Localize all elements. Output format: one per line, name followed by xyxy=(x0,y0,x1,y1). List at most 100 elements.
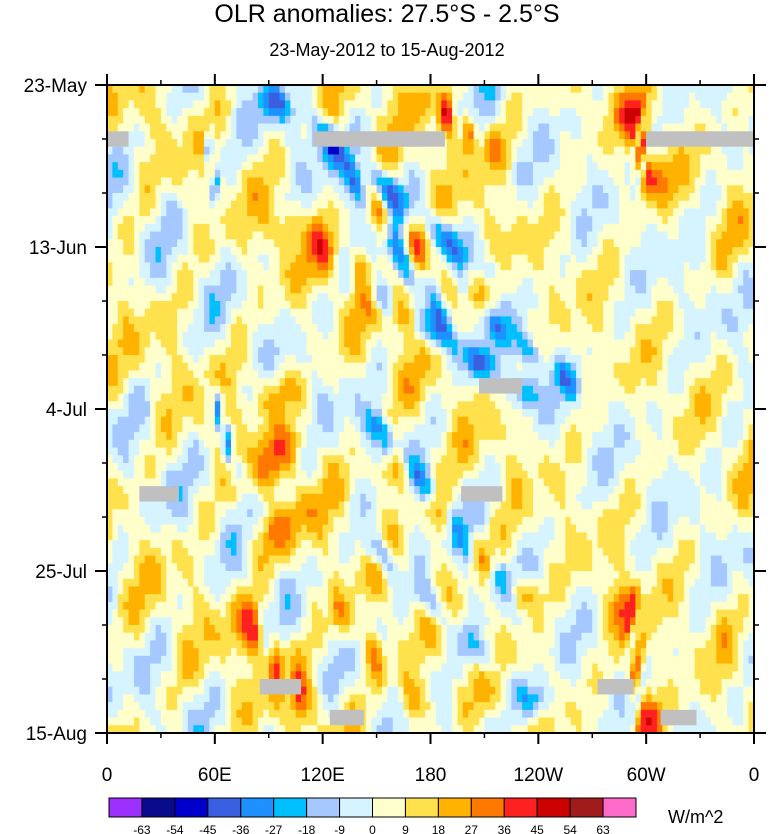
anomaly-cell xyxy=(392,193,399,202)
anomaly-cell xyxy=(527,146,534,156)
anomaly-cell xyxy=(549,378,556,387)
anomaly-cell xyxy=(241,285,248,294)
anomaly-cell xyxy=(177,331,184,341)
anomaly-cell xyxy=(516,347,523,356)
anomaly-cell xyxy=(619,200,626,210)
anomaly-cell xyxy=(311,355,318,364)
anomaly-cell xyxy=(592,100,599,109)
anomaly-cell xyxy=(559,362,566,372)
anomaly-cell xyxy=(371,277,378,287)
anomaly-cell xyxy=(473,231,480,240)
anomaly-cell xyxy=(651,200,658,210)
anomaly-cell xyxy=(252,247,259,256)
anomaly-cell xyxy=(446,301,453,310)
anomaly-cell xyxy=(268,277,275,287)
anomaly-cell xyxy=(117,308,124,318)
anomaly-cell xyxy=(532,115,539,125)
anomaly-cell xyxy=(565,316,572,325)
anomaly-cell xyxy=(694,247,701,256)
anomaly-cell xyxy=(274,146,281,156)
anomaly-cell xyxy=(640,285,647,294)
anomaly-cell xyxy=(257,216,264,225)
anomaly-cell xyxy=(543,216,550,225)
anomaly-cell xyxy=(468,169,475,179)
anomaly-cell xyxy=(651,92,658,102)
anomaly-cell xyxy=(187,123,194,132)
anomaly-cell xyxy=(107,347,113,356)
anomaly-cell xyxy=(133,270,140,279)
anomaly-cell xyxy=(274,393,281,402)
anomaly-cell xyxy=(387,339,394,348)
anomaly-cell xyxy=(576,331,583,341)
anomaly-cell xyxy=(349,331,356,341)
anomaly-cell xyxy=(419,293,426,302)
anomaly-cell xyxy=(721,223,728,233)
anomaly-cell xyxy=(737,378,744,387)
anomaly-cell xyxy=(554,223,561,233)
anomaly-cell xyxy=(414,385,421,395)
anomaly-cell xyxy=(527,254,534,264)
anomaly-cell xyxy=(495,393,502,402)
anomaly-cell xyxy=(527,324,534,333)
anomaly-cell xyxy=(419,216,426,225)
anomaly-cell xyxy=(306,362,313,372)
anomaly-cell xyxy=(559,247,566,256)
anomaly-cell xyxy=(414,308,421,318)
anomaly-cell xyxy=(522,393,529,402)
anomaly-cell xyxy=(295,115,302,125)
anomaly-cell xyxy=(392,308,399,318)
anomaly-cell xyxy=(603,131,610,140)
anomaly-cell xyxy=(710,385,717,395)
anomaly-cell xyxy=(241,123,248,132)
anomaly-cell xyxy=(700,262,707,271)
anomaly-cell xyxy=(495,331,502,341)
anomaly-cell xyxy=(284,223,291,233)
anomaly-cell xyxy=(360,247,367,256)
anomaly-cell xyxy=(133,92,140,102)
anomaly-cell xyxy=(495,154,502,163)
anomaly-cell xyxy=(123,370,130,379)
anomaly-cell xyxy=(748,223,754,233)
anomaly-cell xyxy=(133,254,140,264)
anomaly-cell xyxy=(586,216,593,225)
anomaly-cell xyxy=(133,324,140,333)
anomaly-cell xyxy=(441,108,448,117)
anomaly-cell xyxy=(549,316,556,325)
anomaly-cell xyxy=(241,139,248,148)
anomaly-cell xyxy=(511,355,518,364)
anomaly-cell xyxy=(678,185,685,194)
anomaly-cell xyxy=(473,347,480,356)
anomaly-cell xyxy=(182,115,189,125)
anomaly-cell xyxy=(128,169,135,179)
anomaly-cell xyxy=(516,146,523,156)
anomaly-cell xyxy=(505,85,512,94)
anomaly-cell xyxy=(155,146,162,156)
anomaly-cell xyxy=(651,331,658,341)
anomaly-cell xyxy=(241,100,248,109)
anomaly-cell xyxy=(673,385,680,395)
anomaly-cell xyxy=(193,208,200,217)
anomaly-cell xyxy=(516,100,523,109)
anomaly-cell xyxy=(177,146,184,156)
anomaly-cell xyxy=(387,239,394,248)
anomaly-cell xyxy=(619,146,626,156)
anomaly-cell xyxy=(398,108,405,117)
anomaly-cell xyxy=(231,285,237,294)
anomaly-cell xyxy=(349,277,356,287)
anomaly-cell xyxy=(597,247,604,256)
anomaly-cell xyxy=(311,115,318,125)
anomaly-cell xyxy=(549,324,556,333)
anomaly-cell xyxy=(743,200,750,210)
anomaly-cell xyxy=(193,378,200,387)
anomaly-cell xyxy=(446,370,453,379)
anomaly-cell xyxy=(522,162,529,171)
anomaly-cell xyxy=(479,293,486,302)
anomaly-cell xyxy=(656,308,663,318)
anomaly-cell xyxy=(435,162,442,171)
anomaly-cell xyxy=(592,208,599,217)
anomaly-cell xyxy=(430,378,437,387)
anomaly-cell xyxy=(295,316,302,325)
anomaly-cell xyxy=(511,362,518,372)
anomaly-cell xyxy=(576,316,583,325)
